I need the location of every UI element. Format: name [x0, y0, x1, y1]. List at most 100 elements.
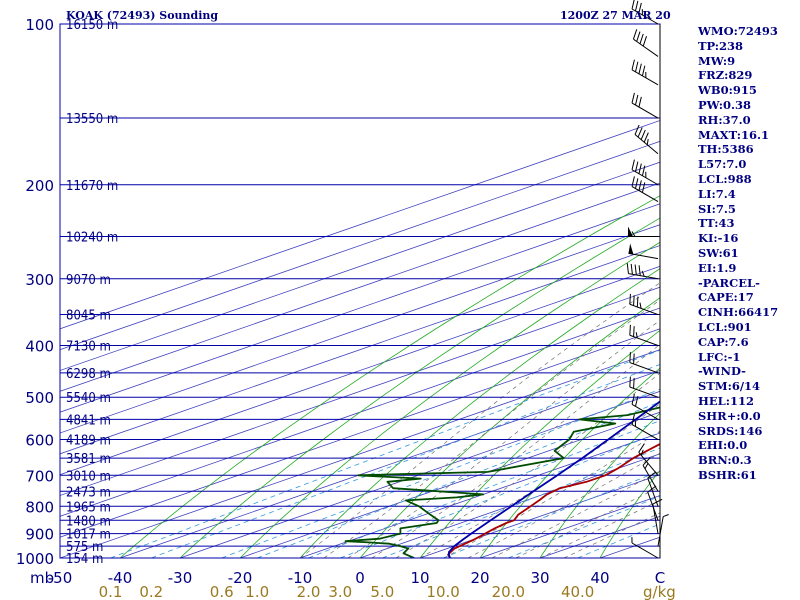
- wind-barb: [631, 414, 659, 440]
- barb-feather: [638, 265, 641, 276]
- wind-barb: [629, 352, 659, 374]
- index-item: SW:61: [698, 245, 739, 260]
- index-item: TT:43: [698, 216, 735, 231]
- wind-barb: [631, 176, 659, 202]
- mixing-ratio-label: 0.6: [210, 583, 234, 600]
- temperature-label: -20: [228, 569, 253, 587]
- index-item: HEL:112: [698, 393, 754, 408]
- temperature-label: -10: [288, 569, 313, 587]
- barb-feather: [632, 29, 638, 40]
- barb-shaft: [631, 69, 659, 86]
- index-item: TH:5386: [698, 142, 754, 157]
- barb-feather: [631, 0, 635, 10]
- wind-barb: [652, 498, 663, 534]
- wind-barb: [631, 159, 659, 186]
- isotherm-line: [60, 286, 660, 496]
- plot-area: [60, 24, 660, 558]
- index-item: CAPE:17: [698, 290, 754, 305]
- barb-feather: [631, 231, 636, 237]
- moist-adiabat-line: [491, 470, 660, 558]
- barb-feather: [642, 36, 648, 47]
- barb-feather: [636, 296, 639, 308]
- temperature-label: 40: [590, 569, 609, 587]
- isotherm-line: [60, 203, 660, 413]
- wind-barb: [629, 293, 659, 316]
- barb-shaft: [631, 169, 659, 186]
- isotherm-line: [60, 245, 660, 455]
- barb-feather: [634, 124, 640, 135]
- wind-barb: [657, 514, 669, 547]
- barb-shaft: [647, 477, 659, 507]
- stability-indices-panel: WMO:72493 TP:238 MW:9 FRZ:829 WB0:915 PW:0.38…: [698, 24, 798, 483]
- mixing-ratio-label: 10.0: [426, 583, 459, 600]
- index-item: RH:37.0: [698, 112, 751, 127]
- index-item: EI:1.9: [698, 260, 737, 275]
- barb-feather: [638, 180, 642, 191]
- index-item: FRZ:829: [698, 68, 753, 83]
- barb-feather: [629, 352, 631, 363]
- barb-feather: [631, 159, 635, 170]
- index-item: -PARCEL-: [698, 275, 760, 290]
- index-item: BSHR:61: [698, 467, 757, 482]
- index-item: WMO:72493: [698, 24, 778, 38]
- mixing-ratio-label: 1.0: [245, 583, 269, 600]
- parcel-profile: [447, 400, 660, 558]
- height-label: 16150 m: [66, 18, 118, 33]
- barb-shaft: [628, 252, 659, 260]
- mixing-ratio-label: 40.0: [561, 583, 594, 600]
- height-label: 1965 m: [66, 500, 111, 515]
- barb-shaft: [631, 403, 659, 420]
- index-item: LCL:901: [698, 319, 752, 334]
- height-label: 8045 m: [66, 309, 111, 324]
- mixing-ratio-label: 5.0: [370, 583, 394, 600]
- index-item: CINH:66417: [698, 305, 779, 320]
- height-label: 5540 m: [66, 391, 111, 406]
- index-item: L57:7.0: [698, 157, 747, 172]
- barb-feather: [638, 2, 642, 14]
- barb-shaft: [631, 186, 659, 202]
- barb-shaft: [657, 516, 664, 547]
- wind-barb: [631, 394, 659, 420]
- mixing-ratio-label: 0.2: [139, 583, 163, 600]
- barb-pennant: [628, 226, 633, 237]
- pressure-label: 800: [25, 498, 54, 516]
- height-label: 11670 m: [66, 179, 118, 194]
- barb-feather: [640, 129, 646, 140]
- barb-feather: [631, 59, 635, 70]
- height-label: 3010 m: [66, 469, 111, 484]
- barb-pennant: [628, 243, 634, 255]
- plot-frame: [59, 23, 661, 559]
- temperature-label: 20: [470, 569, 489, 587]
- height-label: 1480 m: [66, 514, 111, 529]
- barb-feather: [638, 163, 642, 174]
- barb-shaft: [631, 8, 659, 25]
- isotherm-line: [299, 432, 660, 558]
- isotherm-line: [119, 370, 660, 558]
- barb-feather: [634, 161, 639, 172]
- temperature-label: 10: [410, 569, 429, 587]
- isotherm-line: [239, 411, 660, 558]
- temperature-label: 30: [530, 569, 549, 587]
- temperature-label: -50: [48, 569, 73, 587]
- barb-shaft: [638, 451, 659, 476]
- wind-barb: [626, 263, 659, 280]
- barb-feather: [642, 457, 651, 466]
- barb-feather: [626, 263, 629, 274]
- index-item: BRN:0.3: [698, 453, 752, 468]
- barb-feather: [629, 376, 631, 388]
- temperature-profile: [447, 443, 660, 558]
- barb-feather: [629, 324, 631, 336]
- barb-shaft: [629, 303, 659, 316]
- index-item: EHI:0.0: [698, 438, 748, 453]
- barb-shaft: [629, 334, 659, 346]
- barb-feather: [631, 176, 635, 187]
- barb-feather: [634, 396, 639, 407]
- barb-feather: [633, 326, 635, 337]
- barb-feather: [638, 96, 642, 108]
- isotherm-line: [60, 182, 660, 392]
- pressure-label: 100: [25, 16, 54, 34]
- isotherm-line: [60, 265, 660, 476]
- barb-feather: [647, 485, 657, 493]
- height-label: 575 m: [66, 540, 103, 555]
